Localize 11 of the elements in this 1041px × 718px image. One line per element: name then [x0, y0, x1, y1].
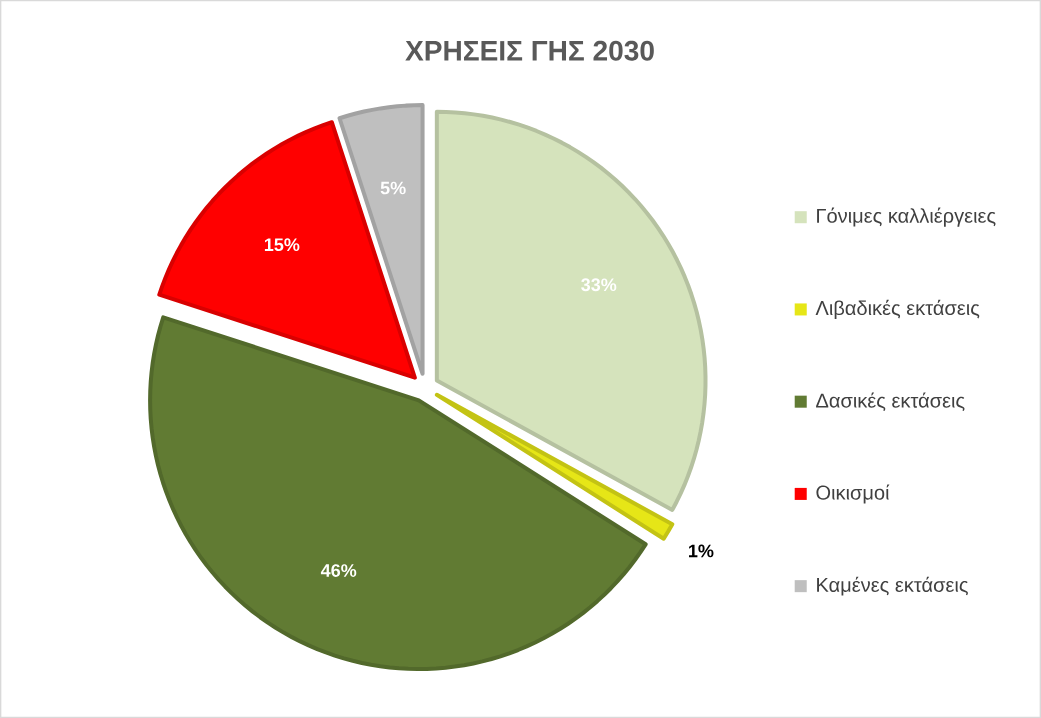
- data-label: 46%: [320, 564, 357, 577]
- legend-label: Καμένες εκτάσεις: [817, 576, 968, 596]
- legend-label: Λιβαδικές εκτάσεις: [815, 299, 980, 319]
- data-label: 5%: [380, 181, 406, 195]
- data-label: 33%: [581, 278, 617, 292]
- chart-title: ΧΡΗΣΕΙΣ ΓΗΣ 2030: [405, 40, 654, 61]
- legend-label: Γόνιμες καλλιέργειες: [817, 207, 996, 227]
- legend-label: Οικισμοί: [816, 484, 890, 504]
- legend-label: Δασικές εκτάσεις: [816, 392, 965, 411]
- data-label: 15%: [264, 238, 300, 252]
- data-label: 1%: [689, 544, 714, 558]
